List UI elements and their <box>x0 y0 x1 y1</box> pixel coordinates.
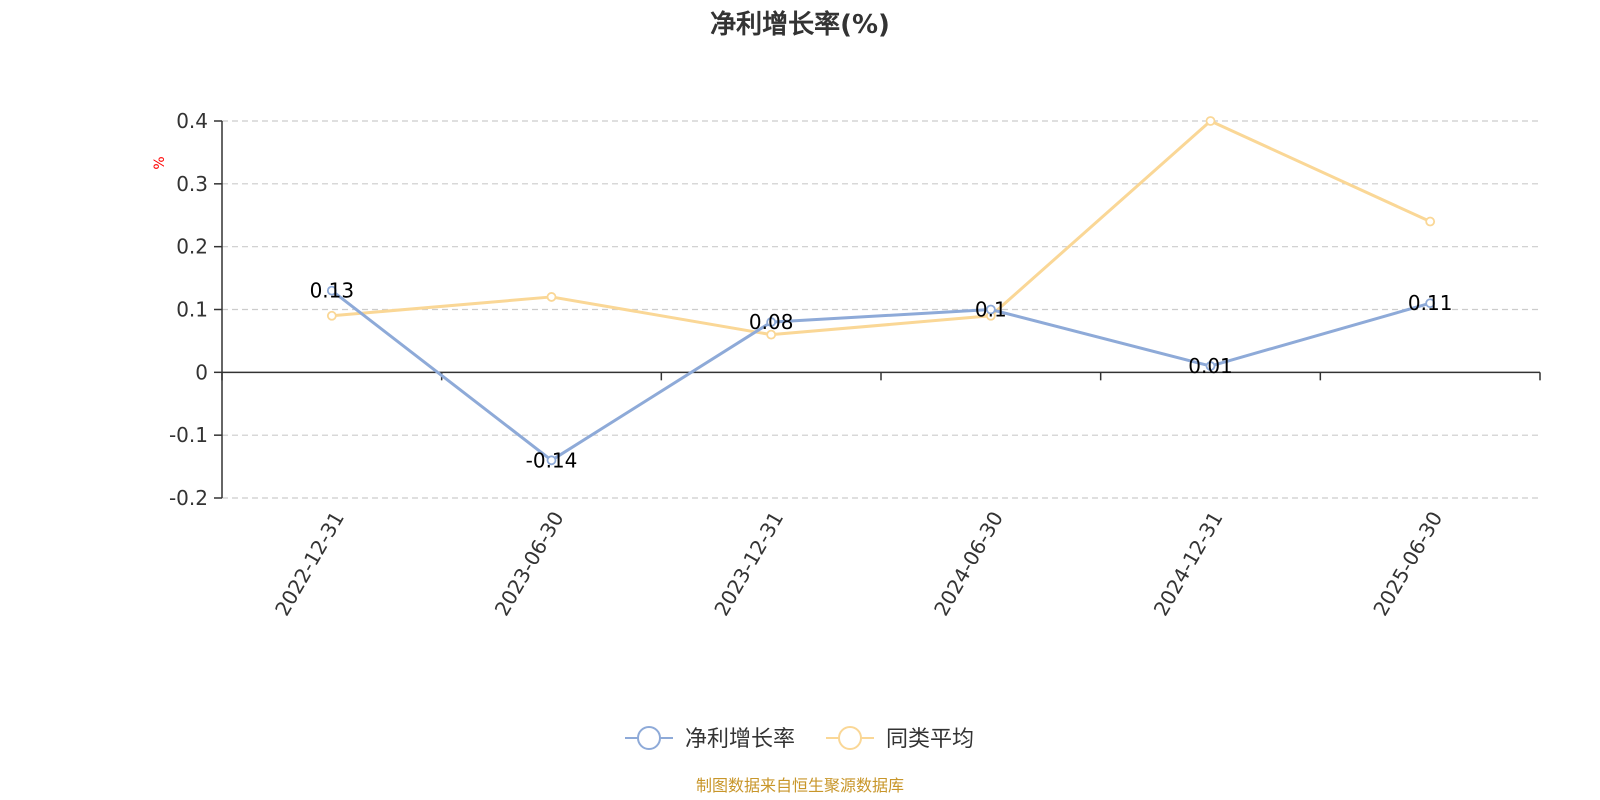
y-tick-label-2: 0.2 <box>176 235 208 259</box>
chart-title: 净利增长率(%) <box>710 9 890 40</box>
series-0-point-1[interactable] <box>546 455 557 466</box>
data-label-0: 0.13 <box>310 279 355 303</box>
series-1-point-5[interactable] <box>1425 216 1436 227</box>
series-0-point-2[interactable] <box>766 317 777 327</box>
data-label-2: 0.08 <box>749 310 794 334</box>
legend-marker-0[interactable] <box>637 726 661 750</box>
y-axis-unit: % <box>152 156 168 169</box>
y-tick-label-3: 0.1 <box>176 298 208 322</box>
x-tick-label-3: 2024-06-30 <box>929 507 1008 620</box>
data-labels: 0.13 -0.14 0.08 0.1 0.01 0.11 <box>310 279 1453 473</box>
legend-label-1[interactable]: 同类平均 <box>886 727 974 752</box>
series-1-point-2[interactable] <box>766 329 777 340</box>
y-tick-label-0: 0.4 <box>176 109 208 133</box>
x-tick-label-0: 2022-12-31 <box>270 507 349 620</box>
series-line-0 <box>330 289 1431 462</box>
data-label-4: 0.01 <box>1188 354 1233 378</box>
y-tick-label-6: -0.2 <box>169 486 208 510</box>
series-0-point-5[interactable] <box>1425 298 1436 309</box>
y-tick-label-4: 0 <box>195 360 208 384</box>
series-lines <box>326 116 1436 466</box>
y-tick-label-5: -0.1 <box>169 423 208 447</box>
series-1-point-1[interactable] <box>546 292 557 302</box>
series-1-point-0[interactable] <box>326 310 337 321</box>
series-1-point-4[interactable] <box>1205 116 1216 126</box>
axes: 0.4 0.3 0.2 0.1 0 -0.1 -0.2 2022-12-31 2023-06-3… <box>169 109 1541 620</box>
legend[interactable]: 净利增长率 同类平均 <box>625 726 974 752</box>
series-0-point-4[interactable] <box>1205 361 1216 371</box>
data-label-1: -0.14 <box>526 448 578 472</box>
series-line-1 <box>331 119 1431 337</box>
x-tick-label-5: 2025-06-30 <box>1368 507 1447 620</box>
x-tick-label-2: 2023-12-31 <box>709 507 788 620</box>
data-label-3: 0.1 <box>975 298 1007 322</box>
x-tick-label-4: 2024-12-31 <box>1149 507 1228 620</box>
series-0-point-3[interactable] <box>985 304 996 315</box>
legend-label-0[interactable]: 净利增长率 <box>685 727 795 752</box>
data-label-5: 0.11 <box>1408 291 1453 315</box>
x-tick-label-1: 2023-06-30 <box>490 507 569 620</box>
y-tick-label-1: 0.3 <box>176 172 208 196</box>
series-0-point-0[interactable] <box>326 285 337 296</box>
data-source-note: 制图数据来自恒生聚源数据库 <box>696 776 904 795</box>
legend-marker-1[interactable] <box>838 726 862 750</box>
